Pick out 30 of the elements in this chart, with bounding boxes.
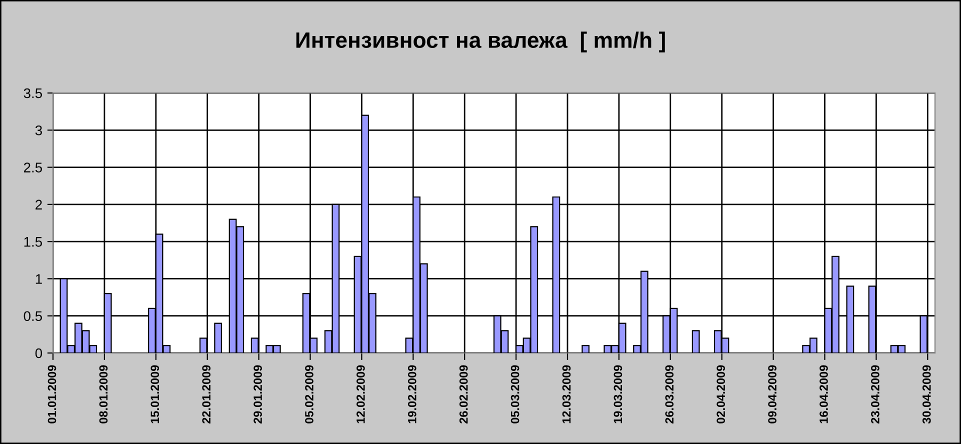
bar: [692, 330, 700, 353]
x-tick-label: 30.04.2009: [922, 365, 931, 424]
y-tick-label: 1.5: [24, 237, 42, 247]
y-tick-label: 0: [35, 348, 42, 358]
x-tick-label: 19.02.2009: [408, 365, 416, 424]
x-tick-label: 05.03.2009: [510, 365, 520, 424]
y-tick-label: 2.5: [24, 162, 42, 172]
y-tick-label: 3: [35, 125, 42, 136]
y-tick-label: 0.5: [24, 311, 42, 322]
x-tick-label: 12.03.2009: [562, 365, 571, 424]
x-tick-label: 02.04.2009: [716, 365, 726, 424]
x-tick-label: 05.02.2009: [305, 365, 314, 424]
y-tick-label: 2: [36, 200, 42, 210]
y-tick-label: 1: [36, 274, 42, 284]
bar: [582, 345, 590, 353]
chart-title: Интензивност на валежа [ mm/h ]: [296, 32, 665, 52]
x-tick-label: 26.03.2009: [665, 365, 674, 424]
x-tick-label: 01.01.2009: [48, 365, 56, 424]
x-tick-label: 15.01.2009: [150, 365, 160, 424]
x-tick-label: 16.04.2009: [820, 365, 828, 424]
x-tick-label: 23.04.2009: [871, 365, 880, 424]
x-tick-label: 19.03.2009: [614, 365, 622, 424]
x-tick-label: 22.01.2009: [202, 365, 211, 424]
x-tick-label: 09.04.2009: [768, 365, 776, 424]
y-tick-label: 3.5: [24, 88, 42, 98]
bar: [214, 322, 222, 353]
x-tick-label: 12.02.2009: [356, 365, 365, 424]
x-tick-label: 08.01.2009: [99, 365, 108, 424]
x-tick-label: 26.02.2009: [459, 365, 468, 424]
x-tick-label: 29.01.2009: [254, 365, 262, 424]
